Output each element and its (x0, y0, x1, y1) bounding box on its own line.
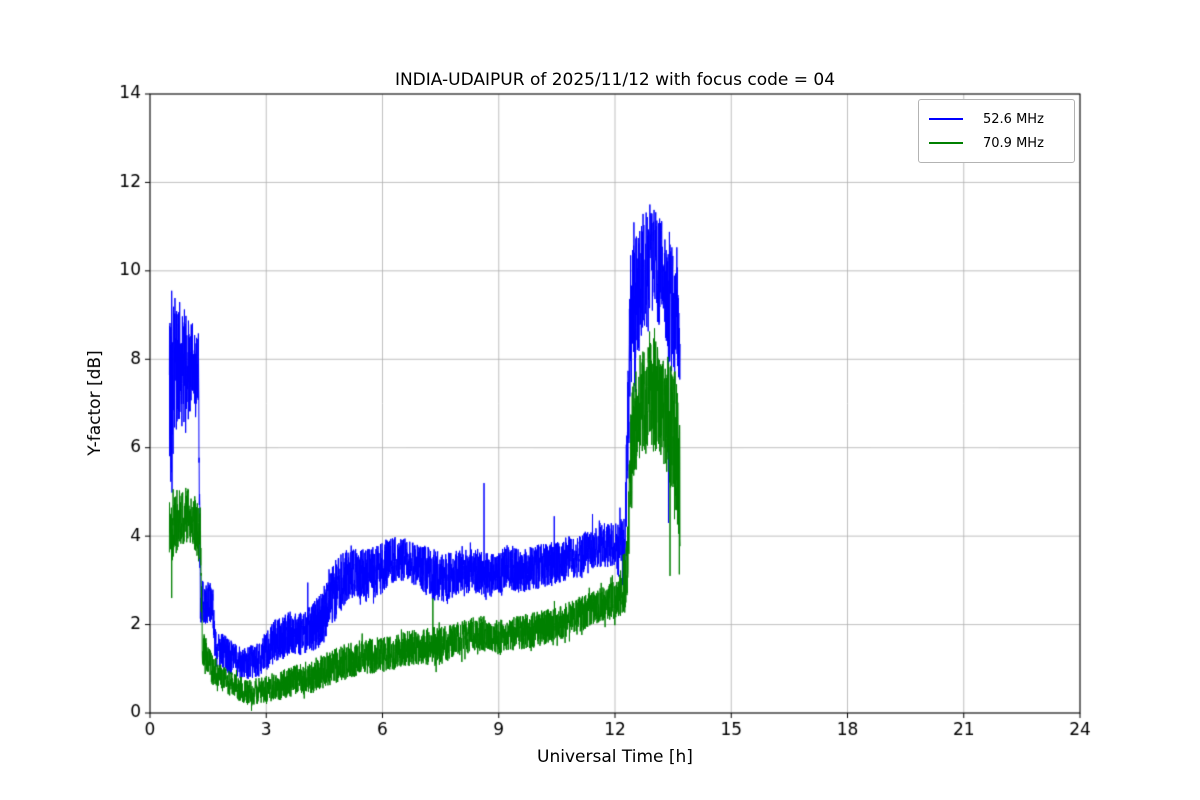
y-axis-label: Y-factor [dB] (85, 350, 105, 456)
chart-title: INDIA-UDAIPUR of 2025/11/12 with focus c… (394, 70, 836, 90)
legend-label-series-2: 70.9 MHz (983, 135, 1044, 151)
legend-item-series-1: 52.6 MHz (929, 107, 1066, 131)
x-axis-label: Universal Time [h] (537, 747, 693, 767)
legend-label-series-1: 52.6 MHz (983, 111, 1044, 127)
legend-item-series-2: 70.9 MHz (929, 131, 1066, 155)
legend-line-green-icon (929, 142, 963, 144)
legend: 52.6 MHz 70.9 MHz (918, 99, 1075, 163)
legend-line-blue-icon (929, 118, 963, 120)
